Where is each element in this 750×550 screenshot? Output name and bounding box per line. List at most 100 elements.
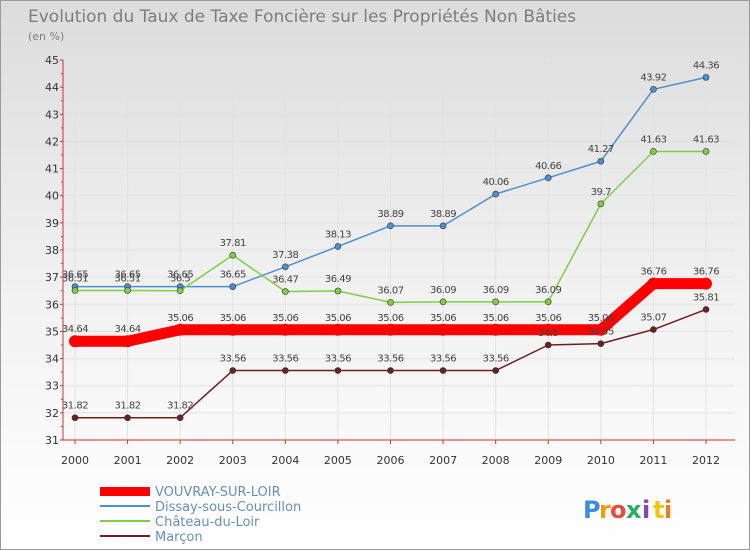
data-label: 36.65 bbox=[115, 270, 141, 281]
data-label: 36.09 bbox=[483, 285, 509, 296]
data-label: 33.56 bbox=[272, 354, 298, 365]
data-point bbox=[650, 148, 657, 155]
data-label: 35.06 bbox=[535, 313, 561, 324]
x-tick-label: 2010 bbox=[587, 454, 615, 467]
data-point bbox=[282, 367, 289, 374]
data-point bbox=[542, 323, 555, 336]
data-point bbox=[492, 298, 499, 306]
x-tick-label: 2006 bbox=[377, 454, 405, 467]
data-label: 36.51 bbox=[115, 273, 141, 284]
data-point bbox=[69, 335, 81, 348]
data-label: 38.89 bbox=[377, 209, 403, 220]
x-tick-label: 2011 bbox=[639, 454, 667, 467]
data-labels: 34.64 34.64 35.06 35.06 35.06 35.06 35.06 35.06… bbox=[62, 60, 720, 412]
data-point bbox=[71, 414, 79, 422]
logo-letter: r bbox=[599, 496, 611, 524]
data-point bbox=[492, 367, 499, 374]
legend-label: Marçon bbox=[155, 530, 203, 545]
data-point bbox=[174, 323, 187, 336]
data-label: 35.06 bbox=[220, 313, 246, 324]
data-point bbox=[700, 277, 712, 290]
data-point bbox=[229, 367, 237, 374]
data-label: 36.49 bbox=[325, 274, 351, 285]
y-tick-label: 39 bbox=[45, 217, 59, 230]
data-point bbox=[492, 190, 499, 198]
y-tick-label: 37 bbox=[45, 271, 59, 284]
proxiti-logo: Pr o x i t i bbox=[583, 496, 672, 524]
data-label: 35.06 bbox=[483, 313, 509, 324]
data-point bbox=[334, 367, 342, 374]
data-point bbox=[702, 148, 710, 155]
data-point bbox=[437, 323, 450, 336]
x-tick-label: 2012 bbox=[692, 454, 720, 467]
data-label: 35.06 bbox=[588, 313, 614, 324]
grid bbox=[63, 59, 735, 441]
data-point bbox=[282, 288, 289, 295]
data-point bbox=[544, 341, 552, 349]
data-point bbox=[121, 335, 134, 348]
data-label: 33.56 bbox=[220, 354, 246, 365]
data-point bbox=[597, 340, 605, 347]
x-tick-label: 2000 bbox=[61, 454, 89, 467]
y-tick-label: 34 bbox=[45, 353, 59, 366]
y-tick-label: 43 bbox=[45, 108, 59, 121]
legend-label: Dissay-sous-Courcillon bbox=[155, 500, 301, 515]
y-tick-label: 36 bbox=[45, 298, 59, 311]
data-point bbox=[229, 251, 237, 259]
data-label: 33.56 bbox=[325, 354, 351, 365]
x-tick-label: 2007 bbox=[429, 454, 457, 467]
y-tick-label: 44 bbox=[45, 81, 59, 94]
data-label: 37.81 bbox=[220, 238, 246, 249]
x-tick-label: 2008 bbox=[482, 454, 510, 467]
data-label: 34.55 bbox=[588, 327, 614, 338]
data-label: 35.06 bbox=[325, 313, 351, 324]
data-label: 36.76 bbox=[693, 267, 719, 278]
y-tick-label: 35 bbox=[45, 325, 59, 338]
data-point bbox=[650, 86, 657, 93]
data-point bbox=[489, 323, 502, 336]
data-label: 35.06 bbox=[167, 313, 193, 324]
data-point bbox=[544, 174, 552, 182]
data-point bbox=[702, 74, 710, 81]
data-point bbox=[176, 414, 184, 422]
data-label: 41.63 bbox=[640, 134, 666, 145]
x-tick-label: 2003 bbox=[219, 454, 247, 467]
data-point bbox=[282, 263, 289, 271]
data-label: 37.38 bbox=[272, 250, 298, 261]
data-point bbox=[594, 323, 607, 336]
legend-label: Château-du-Loir bbox=[155, 515, 260, 530]
data-point bbox=[387, 299, 394, 306]
data-point bbox=[439, 298, 447, 306]
y-tick-label: 42 bbox=[45, 135, 59, 148]
y-tick-label: 32 bbox=[45, 407, 59, 420]
data-label: 35.81 bbox=[693, 292, 719, 303]
data-label: 41.63 bbox=[693, 134, 719, 145]
data-point bbox=[279, 323, 292, 336]
logo-letter: i bbox=[642, 496, 650, 524]
data-point bbox=[597, 157, 605, 165]
x-tick-label: 2001 bbox=[114, 454, 142, 467]
data-label: 44.36 bbox=[693, 60, 719, 71]
legend-swatch bbox=[100, 487, 150, 496]
data-label: 31.82 bbox=[62, 401, 88, 412]
data-label: 34.5 bbox=[538, 328, 558, 339]
data-label: 35.06 bbox=[377, 313, 403, 324]
data-point bbox=[176, 287, 184, 295]
data-label: 40.06 bbox=[483, 177, 509, 188]
data-point bbox=[384, 323, 397, 336]
data-label: 43.92 bbox=[640, 72, 666, 83]
logo-letter: o bbox=[610, 496, 627, 524]
data-point bbox=[334, 287, 342, 295]
legend-label: VOUVRAY-SUR-LOIR bbox=[155, 485, 281, 500]
data-label: 36.65 bbox=[220, 270, 246, 281]
data-label: 35.06 bbox=[272, 313, 298, 324]
data-label: 36.09 bbox=[535, 285, 561, 296]
y-tick-label: 45 bbox=[45, 54, 59, 67]
logo-letter: i bbox=[664, 496, 672, 524]
x-tick-label: 2005 bbox=[324, 454, 352, 467]
data-label: 40.66 bbox=[535, 161, 561, 172]
data-label: 38.89 bbox=[430, 209, 456, 220]
data-label: 35.07 bbox=[640, 313, 666, 324]
data-point bbox=[331, 323, 344, 336]
